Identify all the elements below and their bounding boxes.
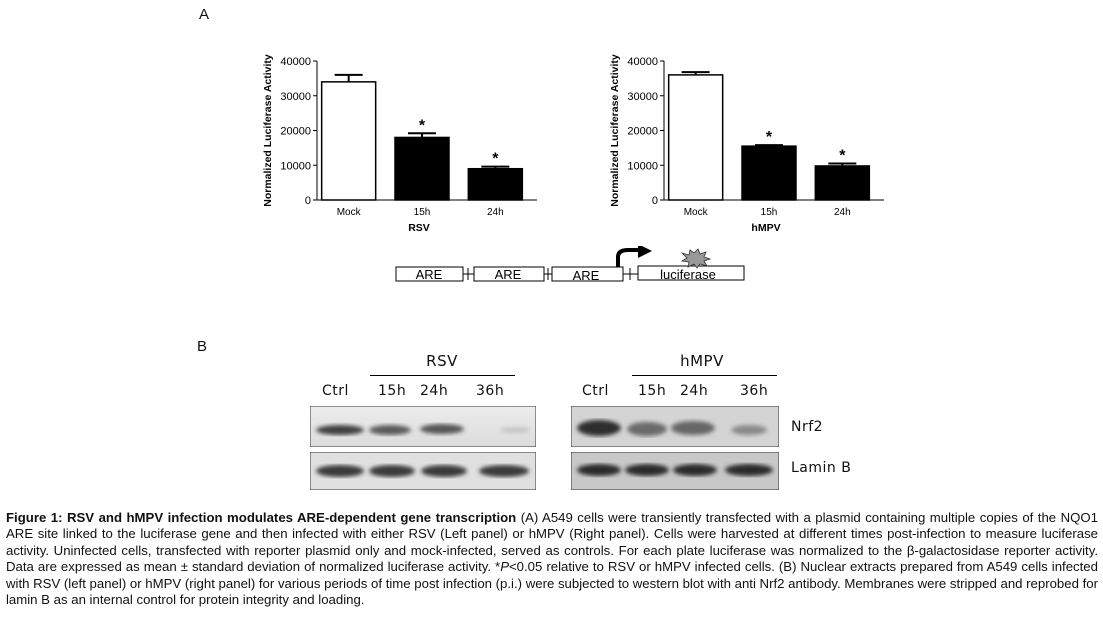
x-tick-label: Mock — [337, 207, 362, 218]
rsv-bar-chart: Normalized Luciferase Activity 0 10000 2000… — [262, 54, 537, 234]
caption-title: Figure 1: RSV and hMPV infection modulat… — [6, 510, 517, 525]
y-tick-label: 20000 — [627, 126, 658, 138]
hmpv-group-label: hMPV — [680, 352, 724, 370]
hmpv-bar-chart: Normalized Luciferase Activity 0 10000 2000… — [609, 54, 884, 234]
x-tick-label: 24h — [487, 207, 504, 218]
western-blot-panel: RSV hMPV Ctrl 15h 24h 36h Ctrl 15h 24h 3… — [300, 345, 900, 505]
are-box-1-label: ARE — [416, 267, 443, 282]
y-axis-label: Normalized Luciferase Activity — [262, 54, 274, 207]
panel-b-label: B — [197, 338, 208, 355]
y-tick-label: 20000 — [280, 126, 311, 138]
x-tick-label: Mock — [684, 207, 709, 218]
lane-label: 36h — [740, 383, 769, 399]
are-box-2-label: ARE — [495, 267, 522, 282]
hmpv-nrf2-blot — [571, 406, 779, 447]
hmpv-laminb-blot — [571, 452, 779, 490]
x-axis-label: RSV — [408, 222, 430, 234]
luciferase-box — [637, 265, 745, 281]
lane-label: 24h — [680, 383, 709, 399]
caption-text-2: <0.05 relative to RSV or hMPV infected c… — [6, 559, 1098, 608]
rsv-nrf2-blot — [310, 406, 536, 447]
y-tick-label: 30000 — [280, 91, 311, 103]
y-tick-label: 0 — [305, 195, 311, 207]
y-tick-label: 40000 — [280, 56, 311, 68]
luciferase-label: luciferase — [660, 267, 716, 282]
significance-marker: * — [766, 129, 773, 146]
x-tick-label: 24h — [834, 207, 851, 218]
rsv-group-label: RSV — [426, 352, 458, 370]
y-tick-label: 10000 — [627, 160, 658, 172]
significance-marker: * — [419, 117, 426, 134]
rsv-laminb-blot — [310, 452, 536, 490]
lane-label: 24h — [420, 383, 449, 399]
caption-text-1: (A) A549 cells were transiently transfec… — [6, 510, 1098, 575]
y-tick-label: 10000 — [280, 160, 311, 172]
light-burst-icon — [680, 248, 712, 269]
x-axis-label: hMPV — [751, 222, 780, 234]
row-label-lamin-b: Lamin B — [791, 460, 852, 476]
y-tick-label: 30000 — [627, 91, 658, 103]
are-luciferase-construct: ARE ARE ARE luciferase — [395, 246, 745, 283]
lane-label: Ctrl — [322, 383, 349, 399]
rsv-group-line — [370, 375, 515, 376]
bar-24h — [814, 165, 871, 201]
bar-mock — [667, 74, 724, 201]
y-tick-label: 40000 — [627, 56, 658, 68]
are-box-3-label: ARE — [573, 268, 600, 283]
x-tick-label: 15h — [761, 207, 778, 218]
transcription-arrow-icon — [616, 248, 640, 267]
lane-label: Ctrl — [582, 383, 609, 399]
y-tick-label: 0 — [652, 195, 658, 207]
lane-label: 15h — [638, 383, 667, 399]
bar-15h — [741, 145, 797, 201]
bar-24h — [467, 167, 524, 201]
caption-p-symbol: P — [500, 559, 509, 575]
lane-label: 36h — [476, 383, 505, 399]
significance-marker: * — [839, 148, 846, 165]
bar-mock — [320, 81, 377, 201]
significance-marker: * — [492, 151, 499, 168]
row-label-nrf2: Nrf2 — [791, 419, 824, 435]
y-axis-label: Normalized Luciferase Activity — [609, 54, 621, 207]
hmpv-group-line — [632, 375, 777, 376]
bar-15h — [394, 136, 450, 201]
figure-caption: Figure 1: RSV and hMPV infection modulat… — [6, 510, 1098, 608]
x-tick-label: 15h — [414, 207, 431, 218]
panel-a-label: A — [199, 6, 210, 23]
lane-label: 15h — [378, 383, 407, 399]
